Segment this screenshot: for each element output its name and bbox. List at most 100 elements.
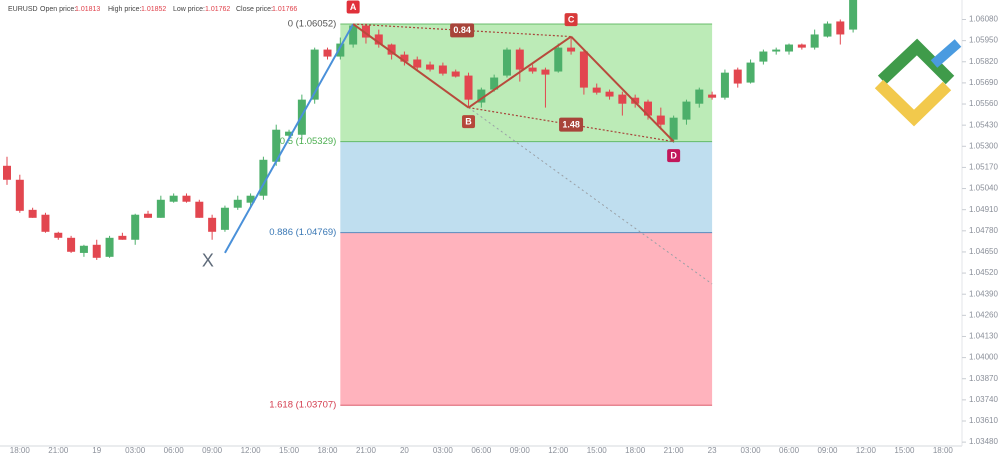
- candle-body: [490, 77, 499, 90]
- candle-body: [156, 199, 165, 218]
- candle-body: [849, 0, 858, 30]
- x-tick-label: 15:00: [279, 446, 300, 455]
- candle-body: [502, 49, 511, 76]
- candle-body: [92, 244, 101, 258]
- y-tick-label: 1.06080: [969, 15, 998, 24]
- candle-body: [220, 207, 229, 230]
- field-label: Low price:: [173, 6, 205, 13]
- x-tick-label: 23: [708, 446, 717, 455]
- pattern-leg: [352, 23, 470, 109]
- candle-body: [15, 179, 24, 211]
- candle-body: [182, 195, 191, 202]
- logo-chevron-up: [877, 38, 955, 85]
- candle-body: [144, 213, 153, 218]
- fib-level-label: 0 (1.06052): [288, 19, 337, 30]
- x-tick-label: 06:00: [164, 446, 185, 455]
- y-tick-label: 1.03610: [969, 416, 998, 425]
- y-tick-label: 1.04650: [969, 247, 998, 256]
- fib-zone: [340, 232, 713, 406]
- field-value: 1.01813: [75, 6, 100, 13]
- x-tick-label: 15:00: [587, 446, 608, 455]
- fib-level-label: 1.618 (1.03707): [269, 400, 336, 411]
- candle-body: [836, 21, 845, 35]
- candle-body: [169, 195, 178, 202]
- y-tick-label: 1.05040: [969, 184, 998, 193]
- x-tick-label: 21:00: [356, 446, 377, 455]
- candle-body: [195, 201, 204, 218]
- y-tick-label: 1.05170: [969, 163, 998, 172]
- candle-body: [477, 89, 486, 103]
- candle-body: [54, 232, 63, 238]
- x-tick-label: 21:00: [664, 446, 685, 455]
- axes: 1.06080 1.05950 1.05820 1.05690 1.05560 1.054…: [10, 15, 999, 455]
- candle-body: [67, 237, 76, 252]
- point-box: [462, 115, 476, 129]
- y-tick-label: 1.05950: [969, 36, 998, 45]
- x-tick-label: 18:00: [317, 446, 338, 455]
- header: EURUSD Open price: 1.01813 High price: 1…: [8, 6, 297, 13]
- field-value: 1.01766: [272, 6, 297, 13]
- point-box: [667, 149, 681, 163]
- ratio-box: [450, 23, 475, 38]
- x-tick-label: 18:00: [10, 446, 31, 455]
- logo-chevron-down: [874, 79, 952, 127]
- x-tick-label: 09:00: [817, 446, 838, 455]
- y-tick-label: 1.05690: [969, 78, 998, 87]
- candle-body: [413, 59, 422, 68]
- harmonic-pattern: 0 (1.06052) 0.5 (1.05329) 0.886 (1.04769) 1…: [202, 0, 713, 411]
- y-tick-label: 1.05560: [969, 99, 998, 108]
- candle-body: [669, 117, 678, 140]
- candle-body: [644, 101, 652, 116]
- pattern-leg: [224, 23, 355, 254]
- candle-body: [797, 44, 806, 48]
- candle-body: [759, 51, 768, 62]
- x-tick-label: 06:00: [471, 446, 492, 455]
- y-tick-label: 1.03480: [969, 437, 998, 446]
- candle-body: [695, 89, 704, 104]
- candle-body: [28, 209, 37, 218]
- fib-zone: [340, 141, 713, 233]
- fib-level-label: 0.886 (1.04769): [269, 227, 336, 238]
- y-tick-label: 1.05820: [969, 57, 998, 66]
- candle-body: [515, 49, 524, 70]
- candle-body: [451, 71, 460, 77]
- y-tick-label: 1.03740: [969, 395, 998, 404]
- ratio-label: 1.48: [562, 119, 580, 129]
- point-label: D: [670, 150, 677, 160]
- candle-body: [605, 91, 614, 97]
- candle-body: [233, 199, 242, 208]
- field-label: Open price:: [40, 6, 76, 13]
- y-tick-label: 1.04780: [969, 226, 998, 235]
- point-box: [346, 0, 360, 14]
- field-label: Close price:: [236, 6, 273, 13]
- x-tick-label: 18:00: [933, 446, 954, 455]
- ratio-box: [559, 117, 584, 132]
- field-label: High price:: [108, 6, 142, 13]
- y-tick-label: 1.04000: [969, 353, 998, 362]
- candle-body: [708, 94, 717, 98]
- candle-body: [746, 62, 755, 83]
- y-tick-label: 1.04130: [969, 332, 998, 341]
- candle-body: [323, 49, 332, 57]
- point-label: A: [350, 2, 357, 12]
- fib-zones: [340, 23, 713, 406]
- candle-body: [810, 34, 819, 48]
- candle-body: [208, 217, 217, 232]
- x-tick-label: 15:00: [894, 446, 915, 455]
- x-tick-label: 18:00: [625, 446, 646, 455]
- ratio-line: [468, 107, 674, 143]
- candle-body: [349, 25, 358, 45]
- logo-arrow: [930, 39, 962, 68]
- candle-body: [733, 69, 742, 84]
- candle-body: [374, 34, 383, 45]
- symbol: EURUSD: [8, 6, 38, 13]
- candle-body: [579, 51, 588, 88]
- pattern-leg: [570, 35, 675, 143]
- candle-body: [400, 54, 409, 62]
- candle-body: [772, 49, 781, 52]
- candle-body: [592, 87, 601, 93]
- candle-body: [682, 101, 691, 120]
- field-value: 1.01762: [205, 6, 230, 13]
- x-tick-label: 12:00: [548, 446, 569, 455]
- candle-body: [259, 159, 268, 196]
